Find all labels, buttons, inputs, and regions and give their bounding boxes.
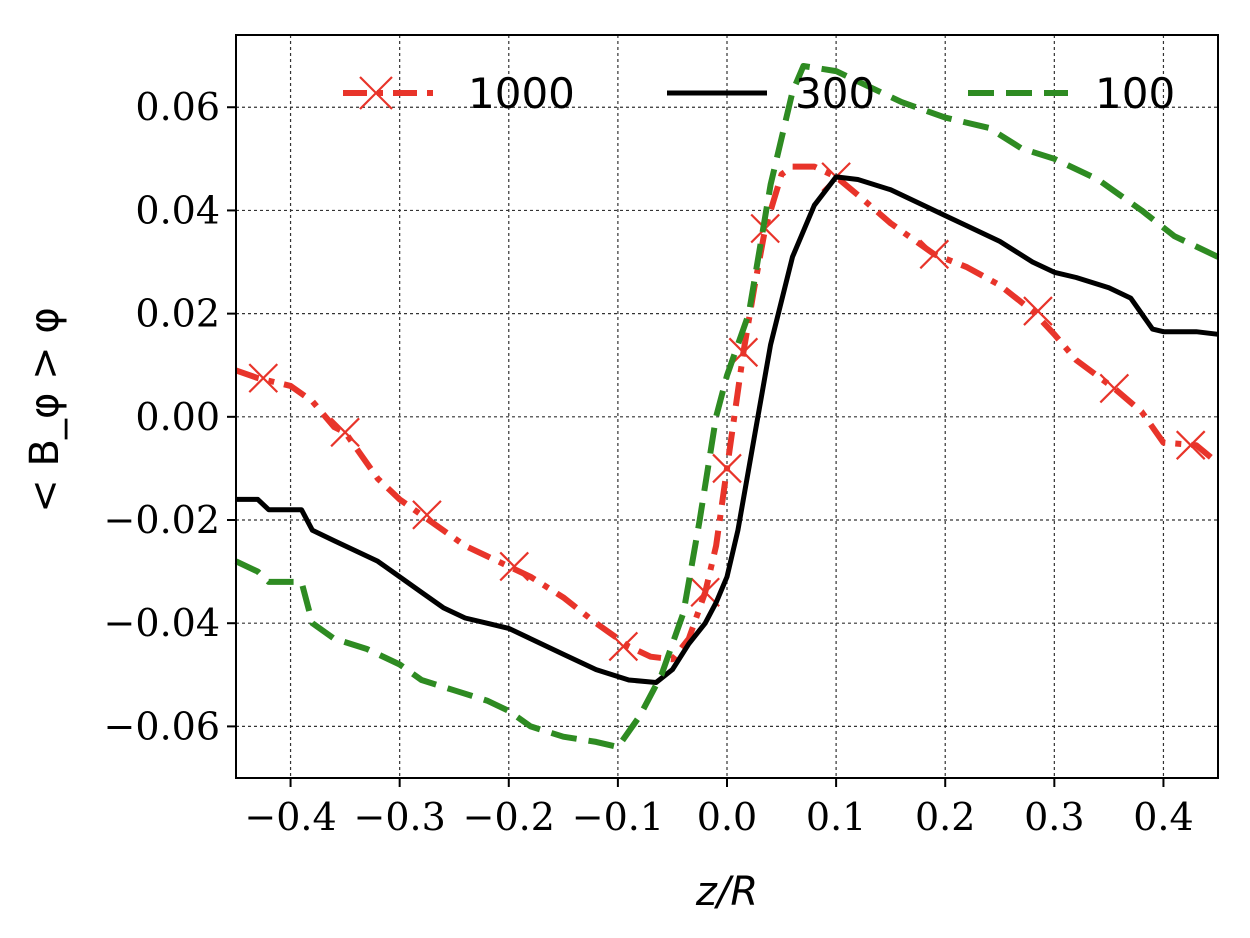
x-tick-label: −0.4 [244, 795, 336, 839]
series-marker-1000 [330, 417, 360, 448]
x-tick-label: −0.3 [354, 795, 446, 839]
legend: 1000 300 100 [343, 69, 1175, 118]
series-line-100 [234, 63, 1220, 750]
legend-entry-300: 300 [667, 69, 875, 118]
x-tick-label: 0.0 [697, 795, 757, 839]
x-tick-label: 0.4 [1133, 795, 1193, 839]
series-marker-1000 [712, 453, 742, 484]
y-tick-label: 0.06 [135, 85, 220, 129]
y-tick-label: 0.00 [135, 395, 220, 439]
x-tick-label: 0.1 [806, 795, 866, 839]
series-layer [234, 63, 1220, 750]
legend-label: 300 [795, 69, 875, 118]
series-line-1000 [235, 163, 1220, 663]
series-marker-1000 [412, 500, 442, 530]
legend-label: 100 [1095, 69, 1175, 118]
legend-entry-100: 100 [968, 69, 1175, 118]
y-tick-label: −0.02 [104, 498, 220, 542]
series-marker-1000 [1023, 296, 1053, 326]
legend-marker [359, 76, 393, 110]
series-marker-1000 [1175, 430, 1206, 460]
x-tick-label: −0.2 [463, 795, 555, 839]
x-tick-label: 0.3 [1024, 795, 1084, 839]
x-axis-label: z/R [695, 869, 758, 915]
series-marker-1000 [1099, 373, 1130, 404]
legend-label: 1000 [468, 69, 575, 118]
y-axis-label: < B_φ > φ [22, 307, 68, 512]
series-marker-1000 [919, 239, 950, 270]
y-tick-label: 0.02 [135, 292, 220, 336]
x-tick-label: 0.2 [915, 795, 975, 839]
x-tick-label: −0.1 [572, 795, 664, 839]
legend-entry-1000: 1000 [343, 69, 575, 118]
series-marker-1000 [248, 363, 279, 393]
series-marker-1000 [499, 551, 530, 582]
grid [236, 35, 1218, 778]
series-line-300 [236, 174, 1219, 685]
x-axis-ticks: −0.4 −0.3 −0.2 −0.1 0.0 0.1 0.2 0.3 0.4 [244, 778, 1194, 839]
y-tick-label: −0.04 [104, 601, 220, 645]
y-axis-ticks: 0.06 0.04 0.02 0.00 −0.02 −0.04 −0.06 [104, 85, 236, 748]
y-tick-label: −0.06 [104, 704, 220, 748]
series-marker-1000 [608, 631, 639, 662]
y-tick-label: 0.04 [135, 188, 220, 232]
